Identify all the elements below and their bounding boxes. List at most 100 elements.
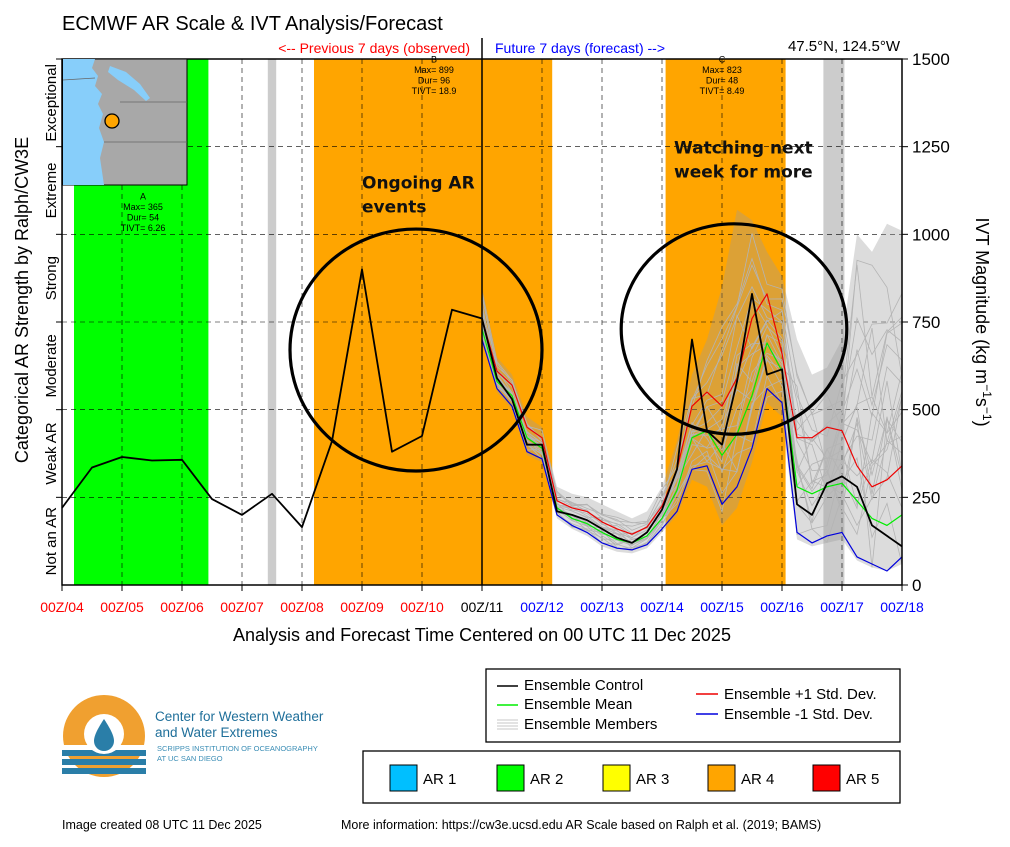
location-map-inset <box>62 58 188 186</box>
x-tick-label: 00Z/12 <box>520 599 564 615</box>
ar-event-label-line: A <box>140 191 146 201</box>
category-label: Moderate <box>43 334 60 397</box>
x-tick-label: 00Z/17 <box>820 599 864 615</box>
ar-legend-swatch-1 <box>389 764 418 792</box>
x-tick-label: 00Z/13 <box>580 599 624 615</box>
cw3e-logo: Center for Western Weather and Water Ext… <box>62 695 324 777</box>
map-location-marker <box>104 113 120 129</box>
legend-mean-label: Ensemble Mean <box>524 696 632 713</box>
map-strait <box>108 66 150 101</box>
ar-event-label-line: Dur= 48 <box>706 76 738 86</box>
x-tick-label: 00Z/11 <box>461 599 504 615</box>
ensemble-series <box>61 268 903 572</box>
ar-event-label-line: TIVT= 18.9 <box>412 86 457 96</box>
annotation-line: events <box>362 198 427 218</box>
y-tick-label: 1250 <box>912 138 950 157</box>
highlight-ellipse-0 <box>288 227 544 473</box>
category-axis-left: Not an AR Weak AR Moderate Strong Extreme Exc… <box>43 58 62 575</box>
right-axis-title-exp1: −1 <box>980 384 994 398</box>
x-tick-label: 00Z/09 <box>340 599 384 615</box>
ar-legend-box <box>362 750 901 804</box>
gray-band-1 <box>823 59 845 585</box>
right-axis-title-close: ) <box>972 421 992 427</box>
x-tick-label: 00Z/07 <box>220 599 264 615</box>
ar-legend-swatch-2 <box>496 764 525 792</box>
series-ensemble-1-std-dev- <box>481 339 903 572</box>
map-ocean <box>63 59 104 185</box>
map-borders <box>62 77 187 143</box>
logo-line-4: AT UC SAN DIEGO <box>157 754 223 763</box>
y-tick-label: 750 <box>912 313 940 332</box>
ar-event-label-A: A Max= 365 Dur= 54 TIVT= 6.26 <box>121 191 166 233</box>
right-axis-title: IVT Magnitude (kg m−1s−1) <box>972 217 994 426</box>
footer-more-info: More information: https://cw3e.ucsd.edu … <box>341 818 821 832</box>
annotation-0: Ongoing AR events <box>362 174 475 218</box>
annotations: Ongoing AR events Watching next week for mo… <box>288 139 849 473</box>
ar-legend-swatch-4 <box>707 764 736 792</box>
x-tick-label: 00Z/08 <box>280 599 324 615</box>
right-axis-title-exp2: −1 <box>980 407 994 421</box>
category-label: Extreme <box>43 163 60 219</box>
footer-created: Image created 08 UTC 11 Dec 2025 <box>62 818 262 832</box>
previous-days-label: <-- Previous 7 days (observed) <box>278 40 470 56</box>
left-axis-title: Categorical AR Strength by Ralph/CW3E <box>12 137 32 463</box>
future-days-label: Future 7 days (forecast) --> <box>495 40 665 56</box>
ar-legend-label-1: AR 1 <box>423 771 456 788</box>
ar-event-label-line: TIVT= 6.26 <box>121 223 166 233</box>
annotation-line: Ongoing AR <box>362 174 475 194</box>
chart-title: ECMWF AR Scale & IVT Analysis/Forecast <box>62 13 443 35</box>
highlight-ellipse-1 <box>619 222 849 436</box>
category-label: Weak AR <box>43 422 60 484</box>
series-ensemble-control <box>61 268 903 548</box>
ar-legend-swatch-3 <box>602 764 631 792</box>
annotation-line: week for more <box>674 163 813 183</box>
annotation-1: Watching next week for more <box>674 139 813 183</box>
logo-wave-3 <box>62 768 146 774</box>
x-tick-label: 00Z/06 <box>160 599 204 615</box>
ar-legend-label-3: AR 3 <box>636 771 669 788</box>
ar-event-label-line: TIVT= 8.49 <box>700 86 745 96</box>
category-label: Exceptional <box>43 64 60 142</box>
legend-members-swatch <box>497 719 518 730</box>
x-axis: 00Z/04 00Z/05 00Z/06 00Z/07 00Z/08 00Z/09 00Z/… <box>40 585 924 615</box>
y-tick-label: 1500 <box>912 50 950 69</box>
logo-line-3: SCRIPPS INSTITUTION OF OCEANOGRAPHY <box>157 744 318 753</box>
ensemble-envelope <box>482 209 902 572</box>
ar-legend-label-5: AR 5 <box>846 771 879 788</box>
legend-control-label: Ensemble Control <box>524 677 643 694</box>
x-tick-label: 00Z/18 <box>880 599 924 615</box>
x-tick-label: 00Z/15 <box>700 599 744 615</box>
logo-wave-2 <box>62 759 146 765</box>
location-label: 47.5°N, 124.5°W <box>788 38 901 55</box>
x-tick-label: 00Z/14 <box>640 599 684 615</box>
x-tick-label: 00Z/04 <box>40 599 84 615</box>
annotation-line: Watching next <box>674 139 813 159</box>
y-tick-label: 500 <box>912 401 940 420</box>
x-axis-title: Analysis and Forecast Time Centered on 0… <box>233 625 731 645</box>
logo-line-2: and Water Extremes <box>155 725 278 740</box>
legend-minus1-label: Ensemble -1 Std. Dev. <box>724 706 873 723</box>
ar-event-label-line: Max= 899 <box>414 65 454 75</box>
x-tick-label: 00Z/10 <box>400 599 444 615</box>
x-tick-label: 00Z/16 <box>760 599 804 615</box>
x-tick-label: 00Z/05 <box>100 599 144 615</box>
series-ensemble-1-std-dev- <box>481 293 903 535</box>
ar-event-label-line: Max= 823 <box>702 65 742 75</box>
y-axis-right: 0 250 500 750 1000 1250 1500 <box>902 50 950 595</box>
ar-legend-items: AR 1 AR 2 AR 3 AR 4 AR 5 <box>389 764 879 792</box>
y-tick-label: 0 <box>912 576 921 595</box>
line-legend-box <box>485 668 901 743</box>
ar-legend-label-4: AR 4 <box>741 771 774 788</box>
right-axis-title-main: IVT Magnitude (kg m <box>972 217 992 384</box>
category-label: Strong <box>43 256 60 300</box>
ar-legend: AR 1 AR 2 AR 3 AR 4 AR 5 <box>362 750 901 804</box>
ar-legend-swatch-5 <box>812 764 841 792</box>
water-drop-icon <box>94 719 114 751</box>
logo-line-1: Center for Western Weather <box>155 709 324 724</box>
ensemble-member-line <box>481 299 903 538</box>
ar-legend-label-2: AR 2 <box>530 771 563 788</box>
legend-members-label: Ensemble Members <box>524 716 657 733</box>
y-tick-label: 250 <box>912 488 940 507</box>
y-tick-label: 1000 <box>912 225 950 244</box>
